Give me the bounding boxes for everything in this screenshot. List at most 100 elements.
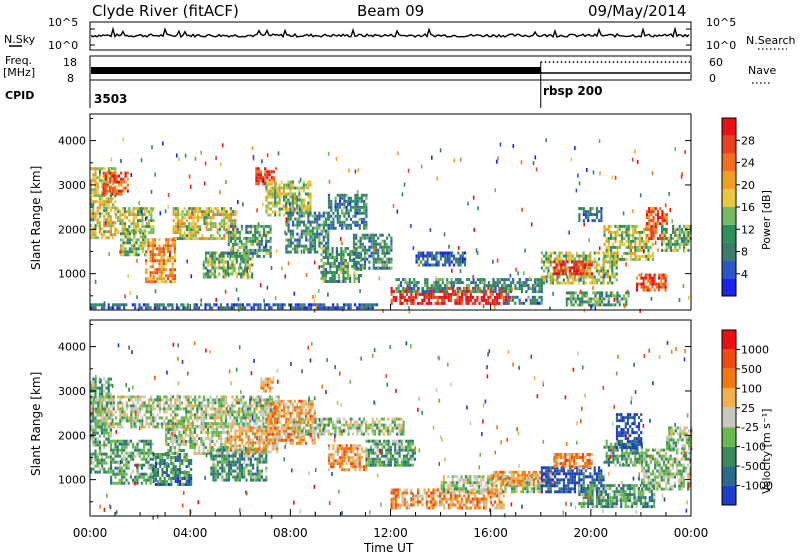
- heatmap-cell: [268, 303, 271, 307]
- heatmap-cell: [258, 224, 261, 228]
- heatmap-cell: [625, 230, 628, 234]
- heatmap-cell: [215, 275, 219, 279]
- heatmap-cell: [132, 481, 135, 485]
- heatmap-cell: [654, 225, 657, 229]
- heatmap-cell: [279, 303, 282, 307]
- heatmap-cell: [573, 275, 576, 279]
- heatmap-cell: [443, 292, 446, 296]
- heatmap-cell: [645, 234, 649, 238]
- heatmap-cell: [672, 230, 675, 234]
- heatmap-cell: [678, 224, 681, 228]
- heatmap-cell: [139, 398, 142, 402]
- heatmap-cell: [507, 298, 510, 302]
- heatmap-cell: [425, 301, 428, 305]
- heatmap-cell: [657, 288, 661, 292]
- heatmap-cell: [205, 413, 208, 417]
- heatmap-cell: [257, 404, 260, 408]
- heatmap-cell: [565, 251, 568, 255]
- heatmap-cell: [240, 407, 243, 411]
- heatmap-cell: [240, 266, 243, 270]
- heatmap-cell: [220, 425, 223, 429]
- heatmap-cell: [601, 297, 604, 301]
- heatmap-cell: [117, 207, 120, 211]
- heatmap-cell: [660, 276, 663, 280]
- heatmap-cell: [647, 233, 650, 237]
- heatmap-cell: [278, 189, 281, 193]
- heatmap-cell: [207, 222, 210, 226]
- heatmap-cell: [325, 306, 328, 310]
- heatmap-cell: [329, 277, 332, 280]
- heatmap-cell: [92, 227, 95, 231]
- heatmap-cell: [301, 303, 304, 307]
- heatmap-cell: [255, 401, 258, 405]
- heatmap-cell: [627, 291, 630, 295]
- heatmap-cell: [298, 223, 301, 227]
- heatmap-cell: [229, 213, 232, 217]
- heatmap-cell: [374, 233, 378, 237]
- heatmap-cell: [232, 254, 235, 258]
- heatmap-cell: [229, 404, 232, 408]
- heatmap-cell: [322, 265, 325, 268]
- heatmap-cell: [112, 236, 115, 240]
- heatmap-cell: [242, 413, 245, 417]
- heatmap-cell: [327, 247, 330, 250]
- heatmap-cell: [362, 303, 365, 307]
- heatmap-cell: [363, 254, 367, 258]
- heatmap-cell: [307, 192, 310, 196]
- heatmap-cell: [115, 207, 118, 211]
- heatmap-cell: [229, 230, 233, 234]
- heatmap-cell: [545, 275, 548, 279]
- heatmap-cell: [265, 210, 268, 214]
- heatmap-cell: [153, 271, 157, 275]
- heatmap-cell: [266, 170, 269, 174]
- heatmap-cell: [529, 301, 532, 305]
- heatmap-cell: [114, 466, 117, 470]
- heatmap-cell: [320, 265, 323, 268]
- heatmap-cell: [201, 237, 204, 241]
- heatmap-cell: [587, 213, 590, 217]
- heatmap-cell: [231, 272, 234, 276]
- heatmap-cell: [437, 290, 440, 294]
- heatmap-cell: [333, 271, 336, 274]
- sky-right-top-tick: 10^5: [706, 16, 736, 29]
- heatmap-cell: [94, 452, 97, 456]
- heatmap-cell: [226, 266, 230, 270]
- heatmap-cell: [374, 248, 378, 252]
- heatmap-cell: [102, 171, 105, 175]
- heatmap-cell: [287, 241, 290, 245]
- heatmap-cell: [150, 219, 153, 223]
- heatmap-cell: [145, 472, 148, 476]
- heatmap-cell: [229, 219, 232, 223]
- heatmap-cell: [165, 462, 168, 465]
- heatmap-speckle: [530, 222, 533, 227]
- heatmap-cell: [124, 174, 127, 178]
- heatmap-cell: [540, 301, 543, 305]
- heatmap-cell: [525, 298, 528, 302]
- heatmap-cell: [406, 281, 409, 285]
- heatmap-cell: [147, 247, 150, 251]
- heatmap-cell: [109, 209, 112, 213]
- heatmap-cell: [555, 266, 558, 270]
- heatmap-cell: [149, 306, 152, 310]
- heatmap-cell: [665, 219, 668, 223]
- heatmap-cell: [188, 231, 191, 235]
- heatmap-cell: [285, 250, 288, 254]
- heatmap-cell: [160, 277, 163, 281]
- heatmap-cell: [267, 201, 270, 205]
- heatmap-cell: [109, 230, 112, 234]
- heatmap-cell: [110, 398, 113, 402]
- heatmap-cell: [547, 275, 550, 279]
- heatmap-cell: [643, 230, 646, 234]
- heatmap-cell: [638, 273, 641, 277]
- heatmap-cell: [132, 410, 135, 414]
- heatmap-speckle: [99, 169, 101, 174]
- heatmap-cell: [90, 185, 93, 189]
- heatmap-cell: [320, 247, 323, 250]
- heatmap-cell: [435, 281, 438, 285]
- heatmap-cell: [164, 241, 168, 245]
- heatmap-cell: [323, 303, 326, 307]
- heatmap-cell: [174, 422, 177, 426]
- heatmap-cell: [149, 466, 152, 470]
- heatmap-cell: [163, 407, 166, 411]
- heatmap-cell: [181, 237, 184, 241]
